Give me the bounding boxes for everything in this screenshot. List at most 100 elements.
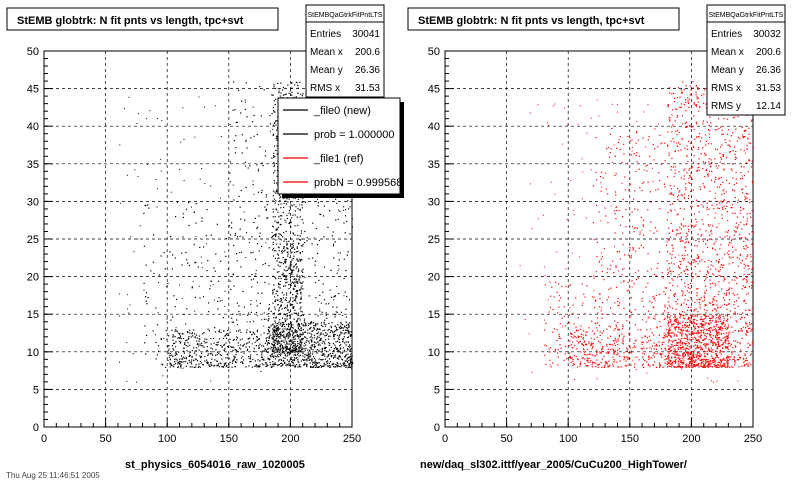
scatter-point [695, 359, 697, 361]
scatter-point [325, 339, 327, 341]
scatter-point [232, 184, 234, 186]
scatter-point [281, 339, 283, 341]
scatter-point [718, 366, 720, 368]
scatter-point [299, 275, 301, 277]
scatter-point [231, 362, 233, 364]
scatter-point [736, 257, 738, 259]
scatter-point [699, 347, 701, 349]
scatter-point [279, 233, 281, 235]
scatter-point [706, 315, 708, 317]
scatter-point [235, 349, 237, 351]
scatter-point [739, 237, 741, 239]
scatter-point [743, 137, 745, 139]
scatter-point [714, 360, 716, 362]
scatter-point [739, 318, 741, 320]
scatter-point [330, 330, 332, 332]
scatter-point [286, 329, 288, 331]
scatter-point [233, 338, 235, 341]
scatter-point [731, 204, 733, 206]
scatter-point [723, 163, 725, 165]
scatter-point [269, 364, 271, 366]
scatter-point [752, 307, 754, 309]
scatter-point [710, 340, 712, 342]
scatter-point [742, 312, 744, 314]
scatter-point [271, 354, 273, 356]
scatter-point [335, 327, 337, 329]
scatter-point [261, 292, 263, 294]
scatter-point [667, 332, 669, 334]
scatter-point [710, 336, 712, 338]
scatter-point [711, 317, 713, 320]
scatter-point [240, 348, 242, 350]
scatter-point [675, 354, 677, 356]
scatter-point [241, 100, 243, 102]
scatter-point [311, 243, 313, 245]
scatter-point [699, 353, 701, 355]
scatter-point [321, 351, 323, 353]
scatter-point [293, 347, 295, 349]
scatter-point [695, 332, 697, 334]
scatter-point [288, 212, 290, 214]
scatter-point [717, 329, 720, 331]
scatter-point [299, 354, 302, 356]
scatter-point [285, 355, 287, 357]
scatter-point [313, 324, 315, 327]
scatter-point [284, 219, 286, 221]
scatter-point [710, 322, 712, 324]
scatter-point [735, 128, 737, 130]
scatter-point [667, 341, 670, 343]
scatter-point [314, 362, 316, 364]
scatter-point [744, 199, 746, 201]
scatter-point [194, 333, 196, 335]
scatter-point [289, 335, 291, 337]
scatter-point [282, 322, 285, 324]
scatter-point [291, 329, 293, 332]
scatter-point [705, 289, 707, 291]
scatter-point [244, 99, 246, 101]
scatter-point [726, 346, 728, 348]
scatter-point [729, 151, 731, 153]
scatter-point [274, 191, 276, 193]
scatter-point [256, 281, 259, 283]
scatter-point [679, 366, 681, 368]
scatter-point [202, 345, 204, 347]
y-tick-label: 25 [27, 234, 39, 246]
scatter-point [727, 359, 729, 361]
scatter-point [286, 353, 288, 355]
scatter-point [741, 189, 743, 191]
scatter-point [683, 314, 685, 317]
scatter-point [263, 358, 265, 360]
scatter-point [227, 354, 229, 356]
scatter-point [697, 329, 699, 331]
scatter-point [275, 243, 278, 245]
scatter-point [669, 322, 671, 324]
scatter-point [298, 323, 301, 325]
scatter-point [606, 345, 608, 347]
scatter-point [290, 245, 292, 247]
scatter-point [749, 324, 751, 326]
scatter-point [679, 226, 681, 228]
scatter-point [727, 360, 729, 362]
scatter-point [732, 313, 735, 315]
scatter-point [217, 363, 220, 365]
scatter-point [195, 358, 197, 360]
scatter-point [322, 215, 325, 217]
scatter-point [636, 356, 638, 358]
scatter-point [269, 358, 271, 360]
scatter-point [668, 329, 670, 331]
scatter-point [701, 366, 703, 368]
scatter-point [678, 358, 681, 360]
scatter-point [288, 328, 291, 330]
scatter-point [687, 97, 689, 99]
scatter-point [279, 312, 282, 315]
scatter-point [315, 329, 317, 331]
scatter-point [727, 363, 729, 365]
scatter-point [718, 345, 721, 347]
scatter-point [674, 256, 676, 258]
scatter-point [252, 183, 254, 186]
scatter-point [623, 359, 625, 361]
scatter-point [305, 344, 307, 346]
scatter-point [223, 344, 225, 346]
scatter-point [351, 355, 353, 357]
scatter-point [337, 252, 339, 254]
